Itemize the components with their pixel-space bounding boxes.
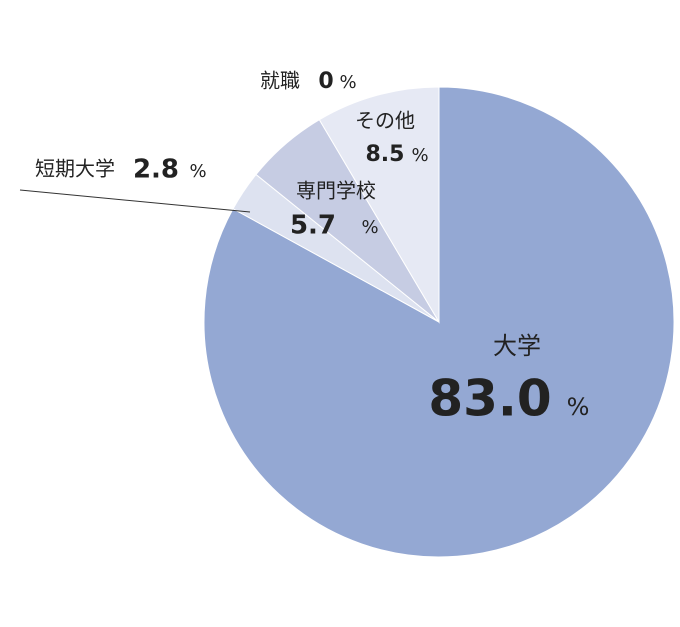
value-label: 8.5 — [366, 142, 405, 167]
slice-label: 短期大学 — [35, 157, 115, 181]
slice-label: 大学 — [493, 332, 541, 360]
slice-label: その他 — [355, 109, 415, 133]
slice-label: 就職 — [260, 69, 300, 93]
labels: 大学 83.0 % 短期大学 2.8 % 専門学校 5.7 % その他 8.5 % 就職 0% — [35, 69, 589, 428]
pie — [203, 86, 675, 558]
value-label: 5.7 — [290, 211, 336, 241]
unit-label: % — [189, 161, 206, 182]
value-label: 2.8 — [133, 155, 179, 185]
value-label: 83.0 — [428, 370, 551, 428]
unit-label: % — [411, 145, 428, 166]
unit-label: % — [361, 217, 378, 238]
slice-label: 専門学校 — [296, 179, 376, 203]
unit-label: % — [339, 72, 356, 93]
slice — [318, 86, 440, 324]
value-label: 0 — [318, 69, 333, 94]
leader-line — [19, 189, 251, 213]
unit-label: % — [567, 393, 590, 421]
